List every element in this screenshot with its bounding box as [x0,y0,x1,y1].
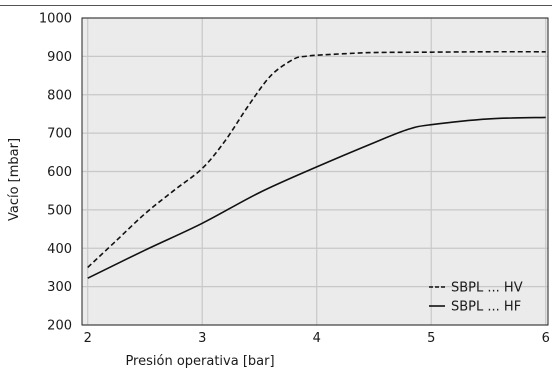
x-tick-label: 2 [84,331,92,346]
x-tick-label: 4 [313,331,321,346]
y-tick-label: 500 [47,203,72,218]
x-tick-label: 5 [427,331,435,346]
tick-labels: 2 3 4 5 6 200 300 400 500 600 700 800 900 1000 [39,12,550,347]
legend-label: SBPL ... HV [451,281,523,296]
y-tick-label: 900 [47,50,72,65]
series-line-hv [87,50,546,269]
plot-frame [81,17,549,326]
series-layer [87,50,546,279]
legend: SBPL ... HV SBPL ... HF [429,281,523,315]
y-axis-label: Vacío [mbar] [7,138,22,221]
x-tick-label: 6 [542,331,550,346]
y-tick-label: 600 [47,165,72,180]
x-axis-label: Presión operativa [bar] [125,354,274,369]
y-tick-label: 200 [47,319,72,334]
legend-label: SBPL ... HF [451,300,521,315]
y-tick-label: 1000 [39,12,72,27]
y-tick-label: 300 [47,280,72,295]
x-tick-label: 3 [198,331,206,346]
y-tick-label: 400 [47,242,72,257]
series-line-hf [87,116,546,279]
y-tick-label: 800 [47,88,72,103]
y-tick-label: 700 [47,127,72,142]
